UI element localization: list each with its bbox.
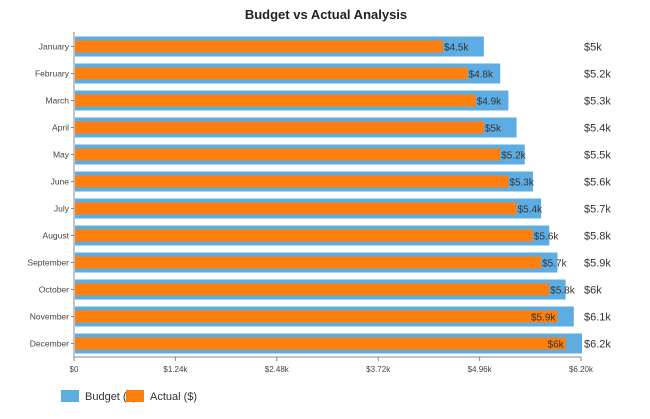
bar-actual[interactable] bbox=[75, 202, 517, 215]
bars-group: January $4.5k $5k February $4.8k $5.2k March $4… bbox=[27, 36, 611, 354]
x-tick-label: $6.20k bbox=[569, 365, 594, 374]
bar-actual[interactable] bbox=[75, 67, 468, 80]
actual-value-label: $4.9k bbox=[477, 97, 502, 108]
bar-actual[interactable] bbox=[75, 94, 476, 107]
legend-swatch-budget bbox=[61, 390, 79, 402]
budget-value-label: $5.7k bbox=[584, 204, 611, 216]
category-label: January bbox=[39, 42, 70, 52]
category-label: August bbox=[43, 231, 70, 241]
category-label: May bbox=[53, 150, 70, 160]
category-label: March bbox=[45, 96, 69, 106]
bar-actual[interactable] bbox=[75, 283, 550, 296]
actual-value-label: $5.3k bbox=[509, 178, 534, 189]
x-tick-label: $2.48k bbox=[265, 365, 290, 374]
actual-value-label: $5.4k bbox=[518, 205, 543, 216]
actual-value-label: $4.5k bbox=[444, 43, 469, 54]
category-label: April bbox=[52, 123, 69, 133]
actual-value-label: $4.8k bbox=[469, 70, 494, 81]
budget-value-label: $6.1k bbox=[584, 312, 611, 324]
budget-value-label: $5.9k bbox=[584, 258, 611, 270]
x-tick-label: $0 bbox=[70, 365, 79, 374]
actual-value-label: $5k bbox=[485, 124, 502, 135]
budget-value-label: $5.4k bbox=[584, 123, 611, 135]
chart-title: Budget vs Actual Analysis bbox=[245, 7, 407, 22]
x-tick-label: $1.24k bbox=[163, 365, 188, 374]
budget-value-label: $5.5k bbox=[584, 150, 611, 162]
bar-actual[interactable] bbox=[75, 40, 443, 53]
legend-label-budget[interactable]: Budget ($) bbox=[85, 391, 136, 403]
x-axis-ticks: $0 $1.24k $2.48k $3.72k $4.96k $6.20k bbox=[70, 357, 594, 374]
bar-actual[interactable] bbox=[75, 337, 566, 350]
bar-actual[interactable] bbox=[75, 310, 558, 323]
category-label: November bbox=[30, 312, 69, 322]
category-label: February bbox=[35, 69, 70, 79]
budget-value-label: $5.3k bbox=[584, 96, 611, 108]
bar-actual[interactable] bbox=[75, 148, 501, 161]
bar-actual[interactable] bbox=[75, 229, 533, 242]
budget-value-label: $5.2k bbox=[584, 69, 611, 81]
budget-value-label: $6k bbox=[584, 285, 602, 297]
actual-value-label: $5.6k bbox=[534, 232, 559, 243]
budget-value-label: $5.8k bbox=[584, 231, 611, 243]
actual-value-label: $6k bbox=[548, 340, 565, 351]
actual-value-label: $5.2k bbox=[501, 151, 526, 162]
category-label: October bbox=[39, 285, 69, 295]
bar-actual[interactable] bbox=[75, 175, 509, 188]
legend-swatch-actual bbox=[126, 390, 144, 402]
category-label: December bbox=[30, 339, 69, 349]
legend-label-actual[interactable]: Actual ($) bbox=[150, 391, 197, 403]
legend: Budget ($) Actual ($) bbox=[61, 390, 197, 403]
bar-actual[interactable] bbox=[75, 256, 542, 269]
budget-value-label: $6.2k bbox=[584, 339, 611, 351]
budget-value-label: $5.6k bbox=[584, 177, 611, 189]
actual-value-label: $5.7k bbox=[542, 259, 567, 270]
category-label: June bbox=[51, 177, 70, 187]
actual-value-label: $5.8k bbox=[550, 286, 575, 297]
bar-actual[interactable] bbox=[75, 121, 484, 134]
budget-value-label: $5k bbox=[584, 42, 602, 54]
actual-value-label: $5.9k bbox=[531, 313, 556, 324]
category-label: September bbox=[27, 258, 69, 268]
category-label: July bbox=[54, 204, 70, 214]
x-tick-label: $4.96k bbox=[468, 365, 493, 374]
x-tick-label: $3.72k bbox=[366, 365, 391, 374]
